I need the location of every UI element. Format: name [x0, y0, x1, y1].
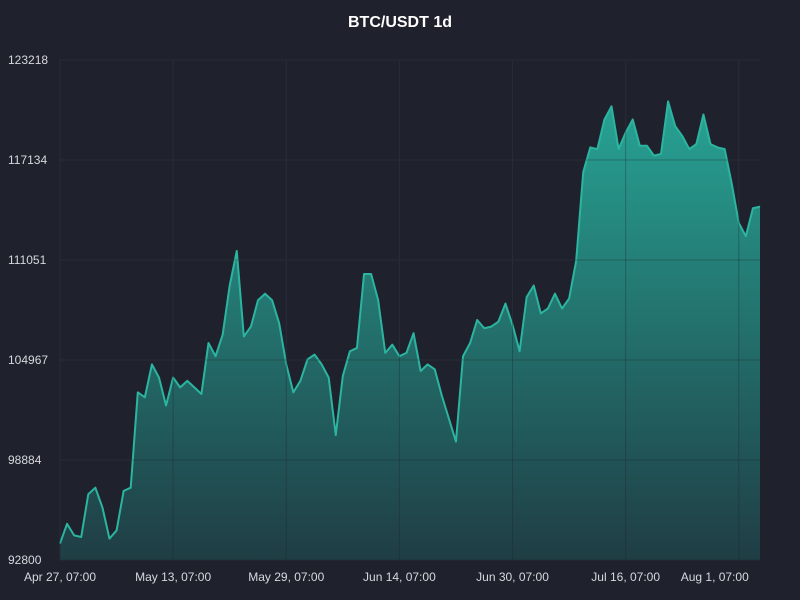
x-tick-label: Jun 14, 07:00 — [363, 570, 436, 584]
price-line — [59, 100, 761, 544]
chart-title: BTC/USDT 1d — [348, 14, 452, 31]
y-tick-label: 111051 — [8, 253, 47, 267]
axis-layer: 92800 98884 104967 111051 117134 123218 Apr 27… — [8, 53, 749, 584]
area-layer — [59, 59, 761, 561]
y-tick-label: 104967 — [8, 353, 48, 367]
area-fill — [60, 101, 760, 560]
x-tick-label: May 29, 07:00 — [248, 570, 324, 584]
x-tick-label: Apr 27, 07:00 — [24, 570, 96, 584]
x-tick-label: Aug 1, 07:00 — [681, 570, 749, 584]
y-tick-label: 92800 — [8, 553, 42, 567]
x-tick-label: Jun 30, 07:00 — [476, 570, 549, 584]
x-tick-label: Jul 16, 07:00 — [591, 570, 660, 584]
y-tick-label: 123218 — [8, 53, 48, 67]
y-tick-label: 117134 — [8, 153, 47, 167]
y-tick-label: 98884 — [8, 453, 42, 467]
x-tick-label: May 13, 07:00 — [135, 570, 211, 584]
